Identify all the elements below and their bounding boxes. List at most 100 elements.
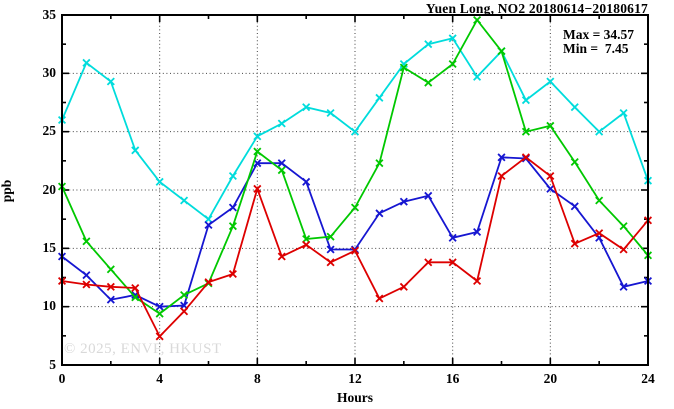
blue-line-marker (180, 301, 189, 310)
cyan-line-marker (204, 215, 213, 224)
green-line-marker (399, 63, 408, 72)
red-line-marker (546, 171, 555, 181)
cyan-line-marker (521, 96, 530, 105)
cyan-line-marker (473, 72, 482, 81)
red-line-marker (570, 239, 579, 248)
green-line-marker (302, 234, 311, 244)
cyan-line-marker (546, 77, 555, 86)
red-line-marker (131, 283, 140, 293)
red-line-marker (497, 171, 506, 181)
cyan-line-marker (155, 177, 164, 186)
green-line-marker (131, 293, 140, 302)
x-tick-label: 20 (543, 371, 558, 386)
blue-line-marker (277, 159, 286, 168)
green-line-marker (473, 15, 482, 25)
green-line-marker (253, 147, 262, 156)
blue-line-marker (253, 159, 262, 168)
blue-line-marker (399, 197, 408, 206)
cyan-line-marker (302, 103, 311, 112)
red-line-marker (473, 276, 482, 286)
red-line-marker (521, 153, 530, 162)
red-line-marker (253, 184, 262, 193)
blue-line-marker (302, 177, 311, 186)
cyan-line-marker (82, 58, 91, 67)
green-line-marker (448, 59, 457, 69)
cyan-line-marker (448, 34, 457, 43)
x-tick-label: 0 (58, 371, 66, 386)
green-line-marker (155, 309, 164, 318)
y-axis-title: ppb (0, 179, 14, 203)
max-value-label: Max = 34.57 (563, 27, 635, 42)
red-line-marker (180, 307, 189, 316)
blue-line-marker (106, 295, 115, 304)
green-line-marker (570, 157, 579, 167)
red-line-marker (228, 269, 237, 279)
cyan-line-marker (619, 108, 628, 118)
red-line-marker (106, 282, 115, 291)
green-line-marker (497, 47, 506, 56)
min-value-label: Min = 7.45 (563, 41, 629, 56)
green-line-marker (277, 166, 286, 175)
y-tick-label: 35 (42, 6, 57, 22)
x-tick-label: 12 (348, 371, 362, 386)
blue-line-marker (375, 209, 384, 218)
red-line-marker (326, 258, 335, 267)
green-line-marker (521, 127, 530, 136)
blue-line-marker (448, 233, 457, 242)
cyan-line-marker (106, 77, 115, 86)
green-line-marker (375, 159, 384, 168)
blue-line-marker (82, 271, 91, 280)
blue-line-marker (228, 203, 237, 212)
red-line-marker (375, 294, 384, 303)
cyan-line-marker (570, 103, 579, 112)
blue-line-marker (570, 202, 579, 211)
cyan-line-marker (253, 132, 262, 141)
red-line-marker (595, 229, 604, 238)
red-line-marker (424, 258, 433, 267)
green-line-marker (595, 196, 604, 205)
cyan-line-marker (180, 196, 189, 205)
watermark: © 2025, ENVF, HKUST (64, 341, 222, 357)
blue-line-marker (619, 282, 628, 291)
green-line-marker (424, 78, 433, 87)
red-line-marker (204, 278, 213, 287)
green-line-marker (228, 222, 237, 231)
blue-line-marker (473, 227, 482, 237)
green-line-marker (82, 237, 91, 246)
red-line-marker (619, 245, 628, 254)
y-tick-label: 15 (42, 239, 57, 255)
green-line-marker (619, 222, 628, 231)
red-line-marker (448, 258, 457, 267)
cyan-line-marker (131, 146, 140, 155)
green-line-marker (106, 265, 115, 274)
y-tick-label: 30 (42, 64, 57, 80)
cyan-line-marker (277, 119, 286, 128)
blue-line-marker (497, 153, 506, 162)
green-line-marker (546, 121, 555, 130)
x-tick-label: 8 (253, 371, 261, 386)
cyan-line-marker (595, 127, 604, 136)
y-tick-label: 25 (42, 123, 57, 139)
chart-title: Yuen Long, NO2 20180614−20180617 (425, 1, 648, 16)
cyan-line-marker (326, 108, 335, 118)
blue-line-marker (326, 245, 335, 254)
x-tick-label: 4 (156, 371, 164, 386)
red-line-marker (350, 246, 360, 255)
cyan-line-marker (228, 171, 237, 181)
blue-line-marker (546, 184, 555, 193)
red-line-marker (155, 332, 164, 341)
red-line-marker (277, 252, 286, 261)
green-line-marker (180, 290, 189, 300)
red-line-marker (399, 282, 408, 291)
x-tick-label: 24 (641, 371, 655, 386)
blue-line-marker (424, 191, 433, 200)
green-line-marker (326, 232, 335, 241)
y-tick-label: 5 (49, 356, 56, 372)
red-line-marker (302, 240, 311, 249)
cyan-line-marker (350, 127, 360, 136)
red-line-marker (82, 280, 91, 289)
blue-line-marker (155, 302, 164, 311)
x-tick-label: 16 (445, 371, 460, 386)
